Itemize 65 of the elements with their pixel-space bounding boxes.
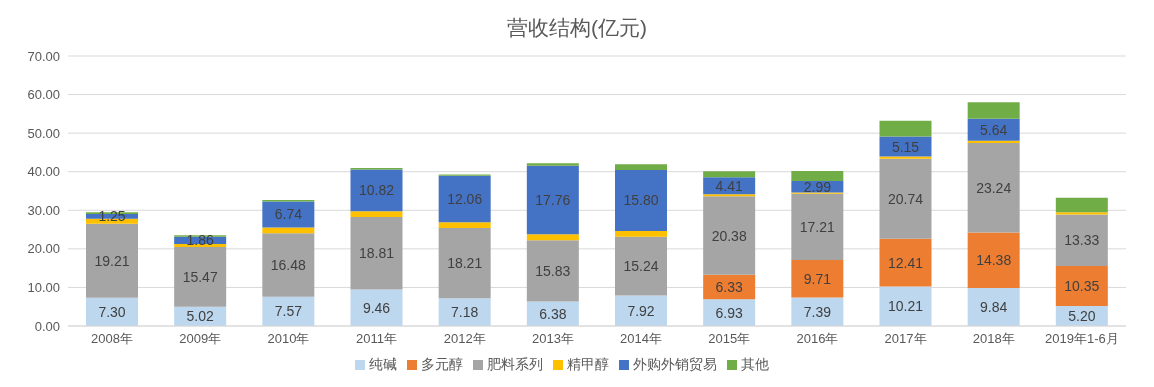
data-label: 17.21 [799,218,836,235]
x-tick-label: 2010年 [267,331,310,347]
legend-label: 肥料系列 [487,356,543,372]
legend-label: 多元醇 [421,356,463,372]
x-tick-label: 2015年 [708,331,751,347]
y-tick-label: 70.00 [27,48,60,64]
data-label: 5.15 [891,138,920,155]
y-tick-label: 20.00 [27,241,60,257]
y-tick-label: 60.00 [27,87,60,103]
x-tick-label: 2019年1-6月 [1045,331,1119,347]
data-label: 6.38 [539,305,567,322]
data-label: 5.02 [186,308,214,325]
data-label: 16.48 [270,257,307,274]
x-tick-label: 2017年 [884,331,927,347]
y-tick-label: 0.00 [34,318,60,334]
data-label: 7.18 [451,304,479,321]
data-label: 6.93 [715,304,743,321]
data-label: 19.21 [94,252,130,269]
data-label: 20.38 [711,227,747,244]
x-tick-label: 2012年 [443,331,486,347]
data-label: 12.41 [887,254,924,271]
data-label: 15.47 [182,268,218,285]
x-tick-label: 2008年 [91,331,134,347]
data-label: 2.99 [803,178,832,195]
legend-label: 纯碱 [369,356,397,372]
data-label: 9.46 [362,299,391,316]
x-tick-label: 2011年 [356,331,398,347]
data-label: 7.57 [274,303,303,320]
y-tick-label: 10.00 [27,280,60,296]
legend-label: 精甲醇 [567,356,609,372]
data-label: 15.83 [535,262,571,279]
x-tick-label: 2018年 [972,331,1015,347]
data-label: 6.74 [274,206,303,223]
data-label: 15.80 [623,192,659,209]
data-label: 15.24 [623,258,659,275]
data-label: 10.21 [887,298,924,315]
data-label: 4.41 [715,177,743,194]
data-label: 13.33 [1064,232,1100,249]
data-label: 18.21 [447,255,483,272]
data-label: 9.71 [803,270,832,287]
data-label: 18.81 [358,245,395,262]
data-label: 12.06 [447,191,483,208]
data-label: 17.76 [535,191,571,208]
data-label: 10.35 [1064,277,1100,294]
data-label: 9.84 [980,299,1008,316]
chart-title: 营收结构(亿元) [506,15,648,41]
data-label: 5.20 [1068,307,1096,324]
data-label: 23.24 [976,179,1012,196]
data-label: 5.64 [980,121,1008,138]
legend-label: 其他 [741,356,769,372]
data-label: 7.39 [803,303,832,320]
data-label: 6.33 [715,279,743,296]
y-tick-label: 30.00 [27,202,60,218]
data-label: 10.82 [358,182,395,199]
data-label: 7.30 [98,303,126,320]
data-label: 14.38 [976,252,1012,269]
x-tick-label: 2009年 [179,331,222,347]
x-tick-label: 2016年 [796,331,839,347]
x-tick-label: 2014年 [620,331,663,347]
legend-label: 外购外销贸易 [633,356,717,372]
y-tick-label: 50.00 [27,125,60,141]
y-tick-label: 40.00 [27,164,60,180]
data-label: 7.92 [627,302,655,319]
data-label: 20.74 [887,190,924,207]
x-tick-label: 2013年 [531,331,574,347]
